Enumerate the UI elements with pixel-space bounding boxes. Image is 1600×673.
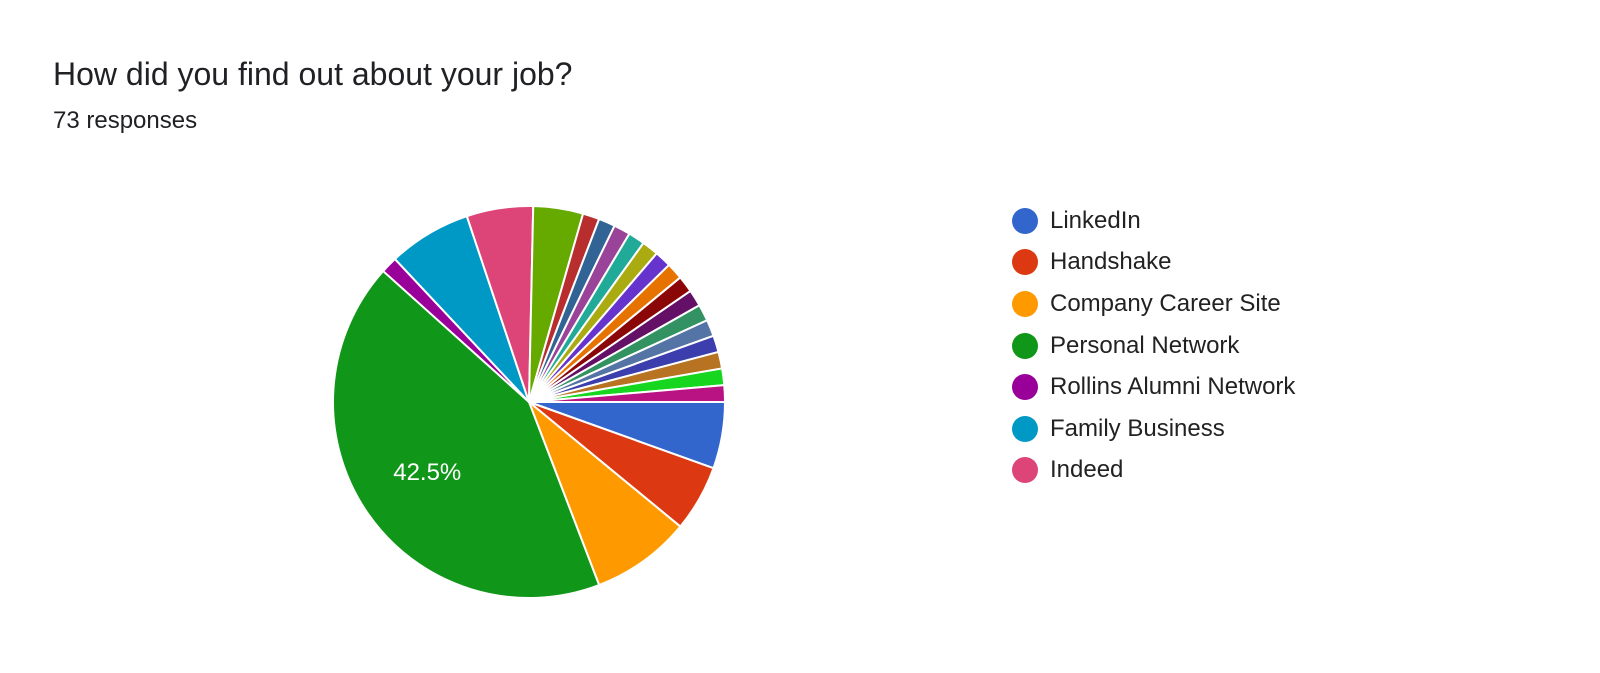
legend-label: Rollins Alumni Network (1050, 373, 1296, 401)
legend-label: Company Career Site (1050, 289, 1281, 317)
pie-slice-other-23[interactable] (528, 384, 726, 403)
pie-slice-personal-network[interactable] (332, 270, 601, 599)
legend-item-handshake[interactable]: Handshake (1012, 242, 1295, 284)
legend-label: LinkedIn (1050, 206, 1141, 234)
slice-percent-label: 42.5% (393, 459, 461, 486)
legend-item-indeed[interactable]: Indeed (1012, 450, 1295, 492)
legend-item-personal-network[interactable]: Personal Network (1012, 325, 1295, 367)
chart-title: How did you find out about your job? (53, 56, 573, 92)
pie-slice-company-career-site[interactable] (528, 401, 682, 587)
legend-swatch (1012, 332, 1038, 359)
legend-swatch (1012, 249, 1038, 276)
legend-label: Personal Network (1050, 331, 1240, 359)
legend-item-family-business[interactable]: Family Business (1012, 408, 1295, 450)
legend-item-linkedin[interactable]: LinkedIn (1012, 200, 1295, 242)
response-count: 73 responses (53, 107, 198, 134)
pie-chart: 42.5% (332, 205, 726, 599)
chart-legend: LinkedIn Handshake Company Career Site Pers… (1012, 200, 1295, 491)
legend-swatch (1012, 415, 1038, 442)
legend-label: Handshake (1050, 248, 1172, 276)
legend-swatch (1012, 457, 1038, 484)
legend-swatch (1012, 290, 1038, 317)
legend-item-company-career-site[interactable]: Company Career Site (1012, 283, 1295, 325)
legend-swatch (1012, 374, 1038, 401)
legend-swatch (1012, 207, 1038, 234)
legend-label: Indeed (1050, 456, 1124, 484)
legend-label: Family Business (1050, 414, 1225, 442)
legend-item-rollins-alumni-network[interactable]: Rollins Alumni Network (1012, 366, 1295, 408)
